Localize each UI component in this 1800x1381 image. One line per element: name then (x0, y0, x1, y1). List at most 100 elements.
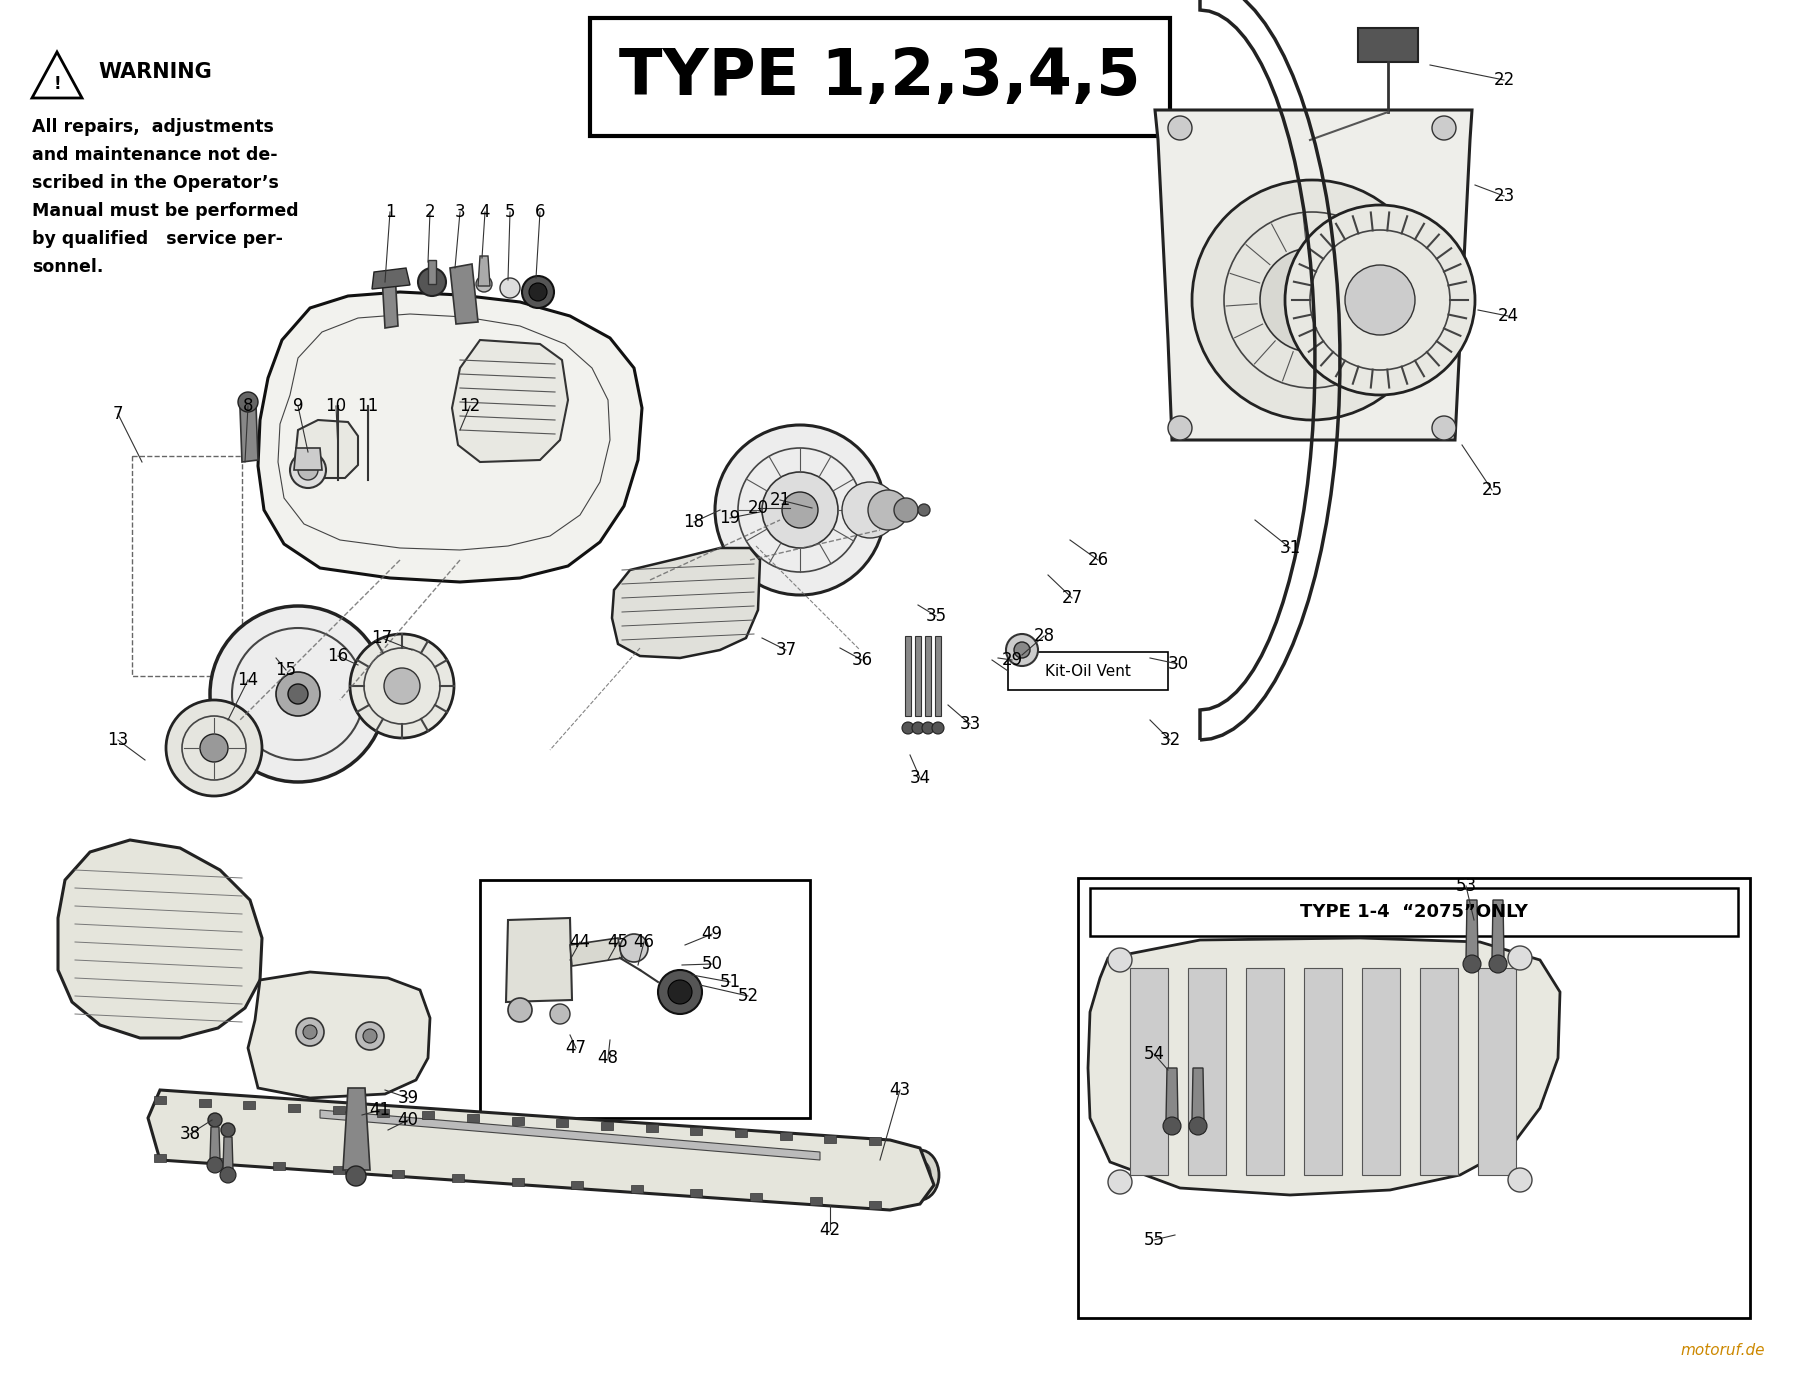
Text: 29: 29 (1001, 650, 1022, 668)
Circle shape (508, 998, 533, 1022)
Polygon shape (288, 1103, 301, 1112)
Text: 1: 1 (385, 203, 396, 221)
Circle shape (209, 1113, 221, 1127)
Polygon shape (155, 1155, 166, 1161)
Text: !: ! (54, 75, 61, 93)
Polygon shape (869, 1137, 882, 1145)
Text: and maintenance not de-: and maintenance not de- (32, 146, 277, 164)
Text: 4: 4 (481, 203, 490, 221)
Polygon shape (934, 637, 941, 715)
Circle shape (781, 492, 817, 528)
Text: 42: 42 (819, 1221, 841, 1239)
Text: 26: 26 (1087, 551, 1109, 569)
Circle shape (275, 673, 320, 715)
Circle shape (349, 634, 454, 737)
Polygon shape (511, 1117, 524, 1124)
Polygon shape (248, 972, 430, 1098)
Polygon shape (511, 1178, 524, 1185)
Text: Manual must be performed: Manual must be performed (32, 202, 299, 220)
Text: 18: 18 (684, 512, 704, 532)
Circle shape (1109, 1170, 1132, 1195)
Text: 30: 30 (1168, 655, 1188, 673)
Polygon shape (612, 548, 760, 657)
Polygon shape (293, 447, 322, 470)
Circle shape (221, 1123, 236, 1137)
Polygon shape (479, 255, 490, 286)
Circle shape (295, 1018, 324, 1045)
Polygon shape (506, 918, 572, 1003)
Polygon shape (571, 938, 623, 965)
Ellipse shape (288, 632, 308, 671)
Polygon shape (274, 1161, 284, 1170)
Circle shape (761, 472, 839, 548)
Polygon shape (556, 1119, 569, 1127)
Polygon shape (243, 1101, 256, 1109)
Text: 38: 38 (180, 1126, 200, 1143)
Polygon shape (1130, 968, 1168, 1175)
Circle shape (715, 425, 886, 595)
Bar (1078, 878, 1750, 1317)
Polygon shape (32, 52, 83, 98)
Text: 25: 25 (1481, 481, 1503, 499)
Polygon shape (214, 1157, 225, 1166)
Text: 8: 8 (243, 396, 254, 416)
Text: 3: 3 (455, 203, 466, 221)
Polygon shape (344, 1088, 371, 1170)
Circle shape (1489, 956, 1507, 974)
Polygon shape (824, 1135, 837, 1142)
Circle shape (918, 504, 931, 516)
Circle shape (1168, 116, 1192, 139)
Circle shape (868, 490, 907, 530)
Text: 54: 54 (1143, 1045, 1165, 1063)
Circle shape (299, 460, 319, 481)
Bar (131, 456, 241, 677)
Text: 28: 28 (1033, 627, 1055, 645)
Text: 33: 33 (959, 715, 981, 733)
Circle shape (902, 722, 914, 733)
Circle shape (288, 684, 308, 704)
Polygon shape (423, 1112, 434, 1120)
Text: 17: 17 (371, 628, 392, 648)
Circle shape (529, 283, 547, 301)
Text: 16: 16 (328, 648, 349, 666)
Circle shape (383, 668, 419, 704)
Polygon shape (148, 1090, 934, 1210)
Circle shape (619, 934, 648, 963)
Text: 6: 6 (535, 203, 545, 221)
Polygon shape (452, 340, 569, 463)
Text: 46: 46 (634, 934, 655, 952)
Text: 52: 52 (738, 987, 758, 1005)
Circle shape (1508, 946, 1532, 969)
Circle shape (475, 276, 491, 291)
Circle shape (1463, 956, 1481, 974)
Polygon shape (373, 268, 410, 289)
Polygon shape (320, 1110, 821, 1160)
Circle shape (356, 1022, 383, 1050)
Text: 44: 44 (569, 934, 590, 952)
Circle shape (551, 1004, 571, 1023)
Polygon shape (905, 637, 911, 715)
Polygon shape (914, 637, 922, 715)
Text: 49: 49 (702, 925, 722, 943)
Circle shape (895, 499, 918, 522)
Text: 39: 39 (398, 1090, 419, 1108)
Text: by qualified   service per-: by qualified service per- (32, 231, 283, 249)
Circle shape (200, 733, 229, 762)
Circle shape (207, 1157, 223, 1172)
Polygon shape (392, 1170, 405, 1178)
Polygon shape (155, 1097, 166, 1103)
Circle shape (1433, 416, 1456, 441)
Bar (1008, 652, 1168, 690)
Circle shape (166, 700, 263, 795)
Circle shape (364, 1029, 376, 1043)
Text: All repairs,  adjustments: All repairs, adjustments (32, 117, 274, 135)
Text: 14: 14 (238, 671, 259, 689)
Circle shape (1013, 642, 1030, 657)
Circle shape (1168, 416, 1192, 441)
Bar (590, 18, 1170, 135)
Circle shape (522, 276, 554, 308)
Text: 9: 9 (293, 396, 302, 416)
Circle shape (1508, 1168, 1532, 1192)
Polygon shape (601, 1121, 614, 1130)
Polygon shape (691, 1127, 702, 1135)
